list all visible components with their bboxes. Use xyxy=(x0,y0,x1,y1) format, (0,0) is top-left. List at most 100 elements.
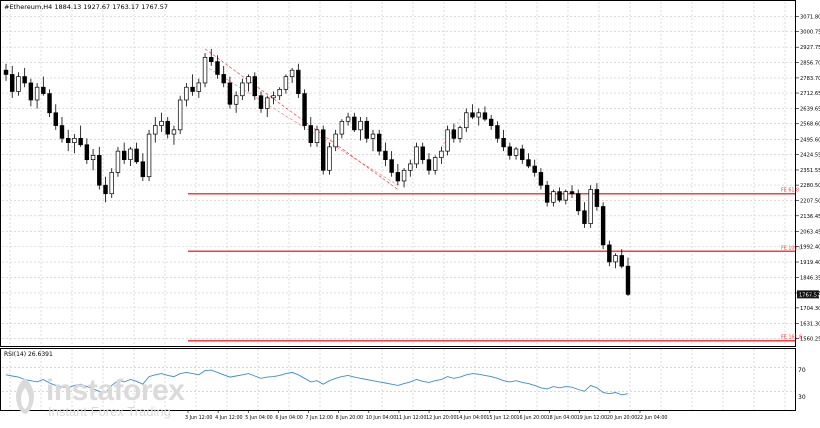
candle-body xyxy=(607,244,612,263)
candle-body xyxy=(426,159,432,171)
candle-body xyxy=(153,125,158,135)
candle-body xyxy=(302,93,307,126)
candle-body xyxy=(134,148,139,163)
candle-body xyxy=(177,99,183,131)
time-tick-label: 3 Jun 12:00 xyxy=(185,415,212,421)
candle-body xyxy=(165,120,170,135)
candle-body xyxy=(84,144,90,161)
candle-body xyxy=(171,129,177,135)
candle-body xyxy=(557,191,562,201)
candle-body xyxy=(414,146,419,165)
candle-body xyxy=(482,112,488,120)
candle-body xyxy=(544,184,550,203)
candle-body xyxy=(109,172,114,195)
fib-levels: FE 61.8 FE 100.0 FE 161.8 xyxy=(188,188,802,342)
candle-body xyxy=(265,97,270,109)
candle-body xyxy=(507,146,513,156)
price-tick-label: 2783.70 xyxy=(800,76,820,82)
trend-line-short xyxy=(441,119,461,148)
fib-level-label: FE 100.0 xyxy=(781,245,802,251)
candle-body xyxy=(233,95,239,105)
candle-body xyxy=(258,95,264,109)
rsi-panel-frame xyxy=(0,348,796,411)
rsi-label: RSI(14) 26.6391 xyxy=(4,351,53,358)
candle-body xyxy=(383,150,388,161)
price-tick-label: 3071.80 xyxy=(800,15,820,21)
price-tick-label: 2063.45 xyxy=(800,229,820,235)
candle-body xyxy=(327,146,332,171)
rsi-level-70-label: 70 xyxy=(798,367,806,374)
price-tick-label: 1631.30 xyxy=(800,321,820,327)
candle-body xyxy=(78,137,83,146)
candle-body xyxy=(594,189,600,207)
trend-channel xyxy=(204,48,461,190)
candle-body xyxy=(358,120,363,131)
candle-body xyxy=(321,129,326,171)
price-tick-label: 2927.75 xyxy=(800,45,820,51)
candle-body xyxy=(495,125,500,139)
candle-body xyxy=(619,255,624,267)
candle-body xyxy=(457,127,463,139)
candle-body xyxy=(277,88,282,97)
time-tick-label: 20 Jun 20:00 xyxy=(607,415,637,421)
candle-body xyxy=(333,133,338,148)
candle-body xyxy=(209,57,214,63)
candle-body xyxy=(22,76,27,84)
candle-body xyxy=(184,86,189,101)
time-tick-label: 5 Jun 04:00 xyxy=(245,415,272,421)
time-tick-label: 11 Jun 12:00 xyxy=(396,415,426,421)
candle-body xyxy=(159,120,164,126)
candle-body xyxy=(408,163,413,171)
current-price-box xyxy=(797,290,819,299)
time-axis: 3 Jun 12:00 4 Jun 12:00 5 Jun 04:00 6 Jun 0… xyxy=(185,410,667,421)
price-tick-label: 2495.60 xyxy=(800,137,820,143)
price-tick-label: 2639.65 xyxy=(800,107,820,113)
fib-level-label: FE 161.8 xyxy=(781,335,802,341)
trend-line-lower xyxy=(204,65,398,186)
candle-body xyxy=(445,129,450,152)
candle-body xyxy=(34,86,40,101)
candle-body xyxy=(128,148,133,161)
candle-body xyxy=(240,82,245,97)
candle-body xyxy=(97,155,102,186)
candle-body xyxy=(370,133,376,139)
candle-body xyxy=(488,118,494,126)
rsi-level-30-label: 30 xyxy=(798,394,806,401)
candle-body xyxy=(439,150,444,158)
time-tick-label: 19 Jun 12:00 xyxy=(577,415,607,421)
candle-body xyxy=(190,86,195,92)
time-tick-label: 6 Jun 04:00 xyxy=(275,415,302,421)
candle-body xyxy=(401,169,407,182)
candle-body xyxy=(538,172,544,186)
candle-body xyxy=(65,137,71,143)
price-tick-label: 1560.25 xyxy=(800,337,820,343)
candle-body xyxy=(395,172,401,182)
current-price-label: 1767.57 xyxy=(799,292,820,298)
price-tick-label: 1704.30 xyxy=(800,306,820,312)
chart-title: #Ethereum,H4 1884.13 1927.67 1763.17 176… xyxy=(4,3,168,11)
candle-body xyxy=(289,69,295,77)
candle-body xyxy=(221,74,226,84)
candle-body xyxy=(90,155,96,161)
price-tick-label: 2207.50 xyxy=(800,199,820,205)
candle-body xyxy=(16,76,21,92)
candle-body xyxy=(563,191,569,201)
candle-body xyxy=(140,161,146,178)
candle-body xyxy=(451,129,457,139)
price-tick-label: 2712.65 xyxy=(800,91,820,97)
candle-body xyxy=(376,133,382,152)
candle-body xyxy=(10,74,15,92)
candle-body xyxy=(526,159,531,167)
price-tick-label: 2856.70 xyxy=(800,60,820,66)
price-tick-label: 2568.60 xyxy=(800,122,820,128)
candle-body xyxy=(121,150,127,161)
candle-body xyxy=(246,76,251,84)
candle-body xyxy=(600,206,606,246)
price-panel-frame xyxy=(0,0,796,347)
candle-body xyxy=(202,57,208,84)
candle-body xyxy=(271,95,276,99)
time-tick-label: 14 Jun 04:00 xyxy=(456,415,486,421)
